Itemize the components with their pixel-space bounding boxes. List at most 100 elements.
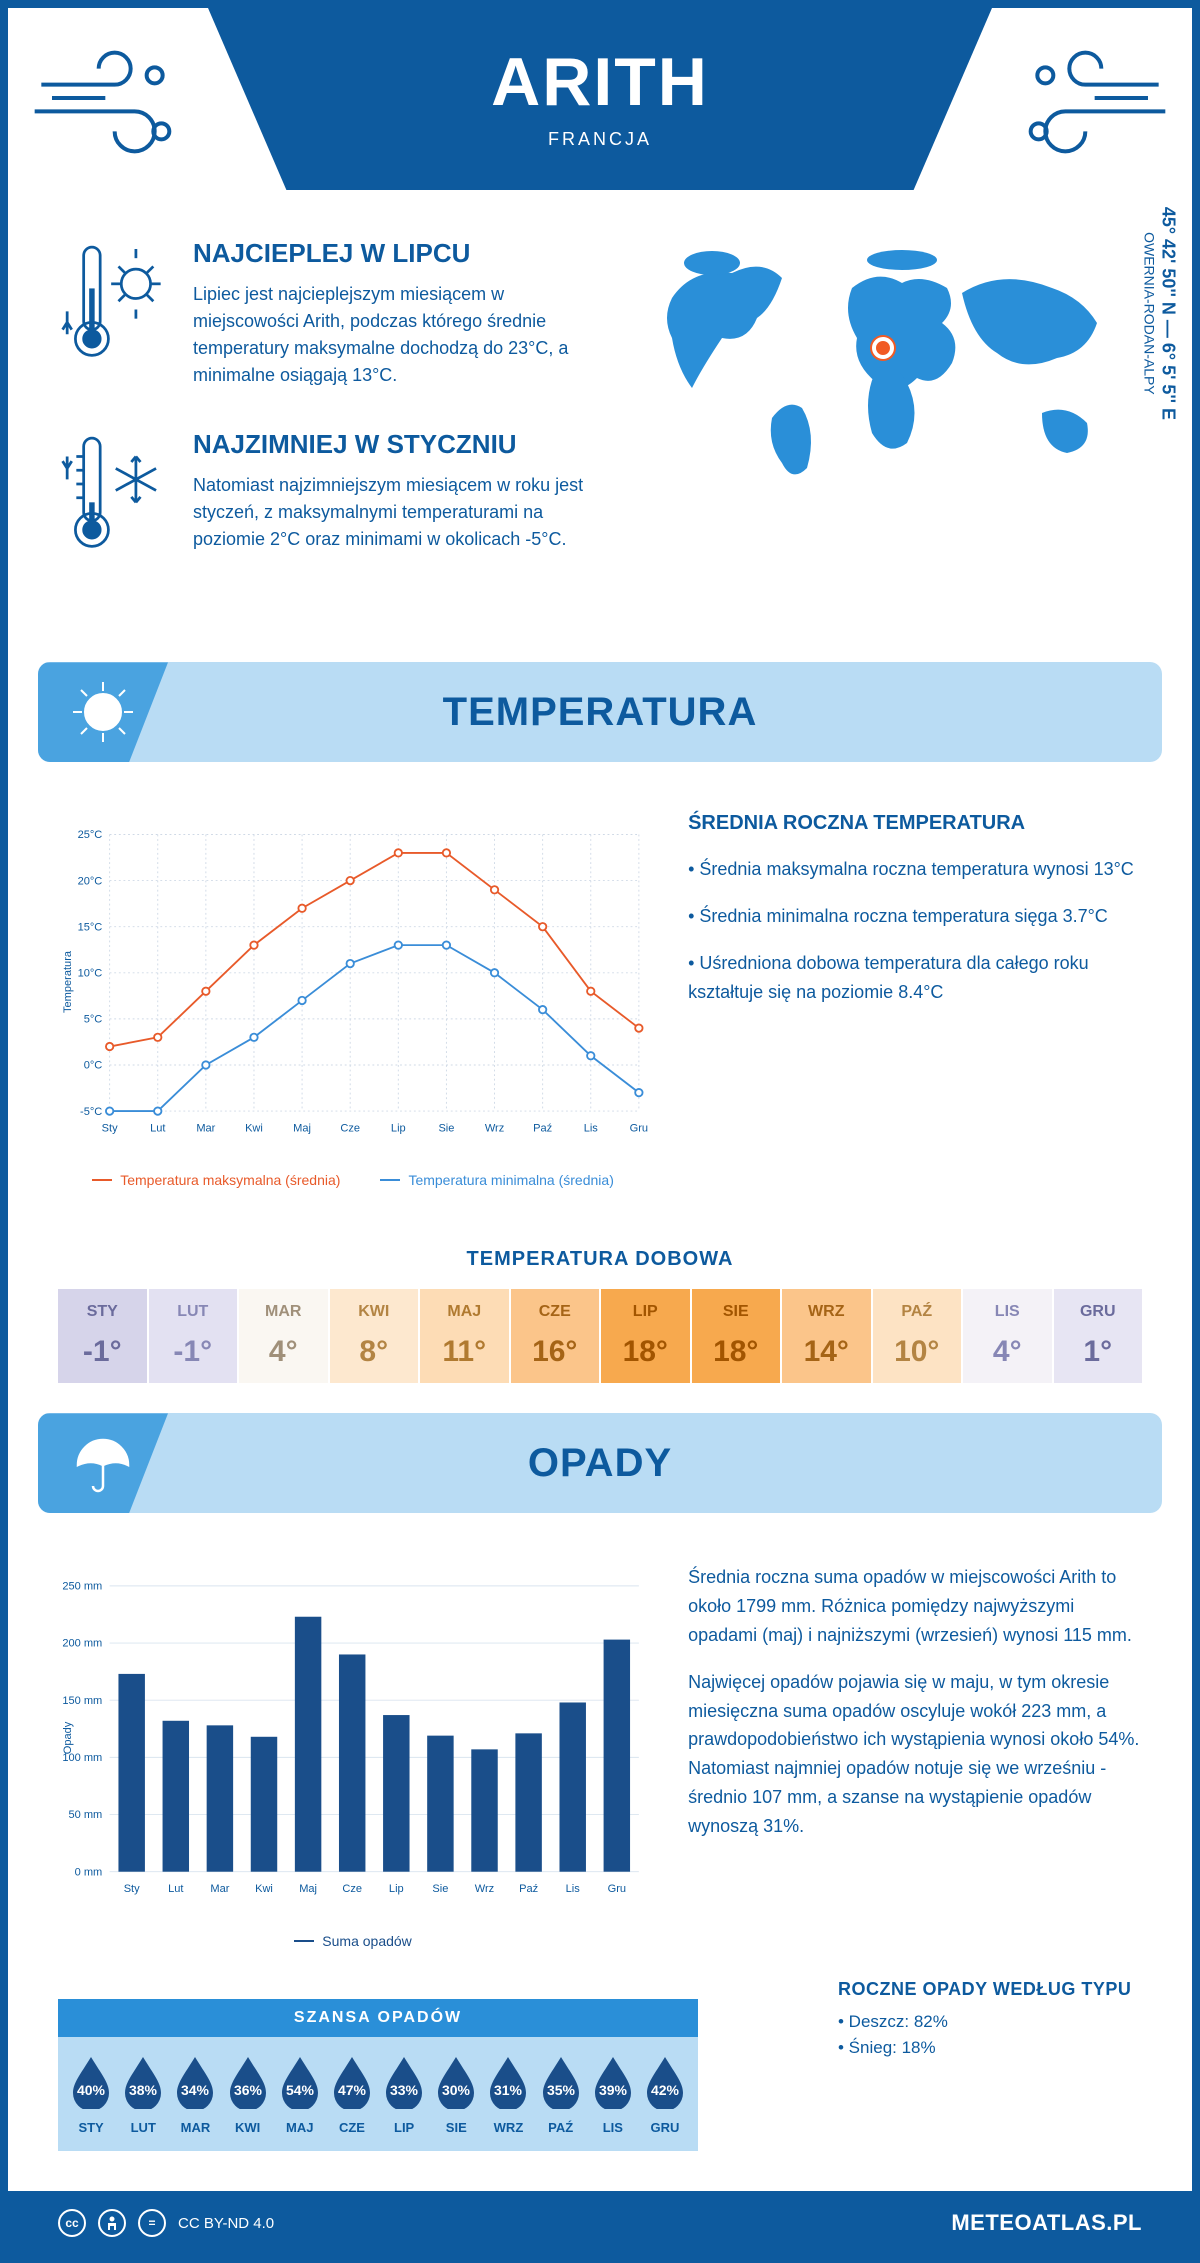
wind-icon-left [8, 8, 208, 206]
site-name: METEOATLAS.PL [951, 2210, 1142, 2236]
by-icon [98, 2209, 126, 2237]
svg-text:Sty: Sty [102, 1123, 118, 1135]
thermometer-snow-icon [58, 429, 168, 562]
precip-type-title: ROCZNE OPADY WEDŁUG TYPU [838, 1979, 1142, 2000]
precip-type-items: • Deszcz: 82%• Śnieg: 18% [838, 2012, 1142, 2058]
license-text: CC BY-ND 4.0 [178, 2215, 274, 2232]
rain-drop: 38% LUT [118, 2055, 168, 2135]
svg-text:Mar: Mar [210, 1883, 229, 1895]
svg-text:Mar: Mar [196, 1123, 215, 1135]
svg-text:Kwi: Kwi [255, 1883, 273, 1895]
svg-text:39%: 39% [599, 2082, 628, 2098]
sun-icon [38, 662, 168, 762]
daily-cell: MAR 4° [239, 1289, 328, 1383]
city-title: ARITH [208, 43, 992, 121]
daily-cell: WRZ 14° [782, 1289, 871, 1383]
daily-temp-title: TEMPERATURA DOBOWA [8, 1248, 1192, 1271]
svg-text:36%: 36% [234, 2082, 263, 2098]
daily-cell: SIE 18° [692, 1289, 781, 1383]
svg-text:Wrz: Wrz [475, 1883, 494, 1895]
svg-text:Lis: Lis [566, 1883, 581, 1895]
map-pin-icon [872, 337, 894, 359]
svg-text:20°C: 20°C [78, 876, 103, 888]
precip-header: OPADY [38, 1413, 1162, 1513]
temp-bullets: • Średnia maksymalna roczna temperatura … [688, 855, 1142, 1006]
svg-text:47%: 47% [338, 2082, 367, 2098]
temperature-line-chart: -5°C0°C5°C10°C15°C20°C25°CStyLutMarKwiMa… [58, 812, 648, 1152]
svg-text:Cze: Cze [340, 1123, 360, 1135]
coldest-title: NAJZIMNIEJ W STYCZNIU [193, 429, 602, 460]
hottest-fact: NAJCIEPLEJ W LIPCU Lipiec jest najcieple… [58, 238, 602, 389]
svg-text:0 mm: 0 mm [75, 1867, 103, 1879]
rain-drop: 30% SIE [431, 2055, 481, 2135]
coords-region: OWERNIA-RODAN-ALPY [1142, 207, 1158, 420]
footer: cc = CC BY-ND 4.0 METEOATLAS.PL [8, 2191, 1192, 2255]
coords-text: 45° 42' 50'' N — 6° 5' 5'' E [1158, 207, 1179, 420]
daily-cell: LIP 18° [601, 1289, 690, 1383]
daily-cell: LIS 4° [963, 1289, 1052, 1383]
svg-text:34%: 34% [181, 2082, 210, 2098]
nd-icon: = [138, 2209, 166, 2237]
svg-text:-5°C: -5°C [80, 1106, 102, 1118]
svg-text:Gru: Gru [608, 1883, 626, 1895]
svg-text:Maj: Maj [299, 1883, 317, 1895]
svg-text:Gru: Gru [630, 1123, 648, 1135]
wind-icon-right [992, 8, 1192, 206]
coldest-fact: NAJZIMNIEJ W STYCZNIU Natomiast najzimni… [58, 429, 602, 562]
svg-text:33%: 33% [390, 2082, 419, 2098]
world-map [642, 238, 1142, 498]
rain-drop: 35% PAŹ [536, 2055, 586, 2135]
svg-text:38%: 38% [129, 2082, 158, 2098]
hottest-text: Lipiec jest najcieplejszym miesiącem w m… [193, 281, 602, 389]
svg-text:150 mm: 150 mm [62, 1695, 102, 1707]
daily-cell: STY -1° [58, 1289, 147, 1383]
rain-drop: 40% STY [66, 2055, 116, 2135]
header: ARITH FRANCJA [8, 8, 1192, 208]
daily-temp-row: STY -1° LUT -1° MAR 4° KWI 8° MAJ 11° CZ… [58, 1289, 1142, 1383]
rain-drop: 42% GRU [640, 2055, 690, 2135]
daily-cell: MAJ 11° [420, 1289, 509, 1383]
rain-drop: 33% LIP [379, 2055, 429, 2135]
precip-p1: Średnia roczna suma opadów w miejscowośc… [688, 1563, 1142, 1649]
rain-drop: 31% WRZ [483, 2055, 533, 2135]
daily-cell: KWI 8° [330, 1289, 419, 1383]
svg-text:42%: 42% [651, 2082, 680, 2098]
rain-chance-panel: SZANSA OPADÓW 40% STY 38% LUT 34% MAR 36… [58, 1999, 698, 2151]
svg-text:Maj: Maj [293, 1123, 311, 1135]
rain-drop: 47% CZE [327, 2055, 377, 2135]
svg-text:15°C: 15°C [78, 922, 103, 934]
svg-text:200 mm: 200 mm [62, 1638, 102, 1650]
daily-cell: GRU 1° [1054, 1289, 1143, 1383]
svg-text:Sie: Sie [438, 1123, 454, 1135]
svg-text:Cze: Cze [342, 1883, 362, 1895]
precip-bar-chart: 0 mm50 mm100 mm150 mm200 mm250 mmOpadySt… [58, 1563, 648, 1913]
svg-text:31%: 31% [494, 2082, 523, 2098]
rain-chance-title: SZANSA OPADÓW [58, 1999, 698, 2037]
daily-cell: LUT -1° [149, 1289, 238, 1383]
precip-title: OPADY [38, 1441, 1162, 1486]
svg-text:Lut: Lut [168, 1883, 183, 1895]
rain-drop: 34% MAR [170, 2055, 220, 2135]
umbrella-icon [38, 1413, 168, 1513]
svg-text:Opady: Opady [62, 1722, 74, 1755]
svg-text:40%: 40% [77, 2082, 106, 2098]
svg-text:250 mm: 250 mm [62, 1581, 102, 1593]
hottest-title: NAJCIEPLEJ W LIPCU [193, 238, 602, 269]
svg-text:30%: 30% [442, 2082, 471, 2098]
daily-cell: PAŹ 10° [873, 1289, 962, 1383]
rain-drop: 54% MAJ [275, 2055, 325, 2135]
svg-text:Wrz: Wrz [485, 1123, 504, 1135]
svg-text:Lip: Lip [391, 1123, 406, 1135]
temperature-title: TEMPERATURA [38, 690, 1162, 735]
svg-text:Paź: Paź [519, 1883, 538, 1895]
svg-text:Paź: Paź [533, 1123, 552, 1135]
svg-text:5°C: 5°C [84, 1014, 103, 1026]
svg-text:Lut: Lut [150, 1123, 165, 1135]
svg-text:Lip: Lip [389, 1883, 404, 1895]
rain-drop: 36% KWI [223, 2055, 273, 2135]
svg-text:Sty: Sty [124, 1883, 140, 1895]
svg-text:25°C: 25°C [78, 829, 103, 841]
country-subtitle: FRANCJA [208, 129, 992, 150]
temp-text-title: ŚREDNIA ROCZNA TEMPERATURA [688, 812, 1142, 835]
legend-max: Temperatura maksymalna (średnia) [92, 1172, 340, 1188]
